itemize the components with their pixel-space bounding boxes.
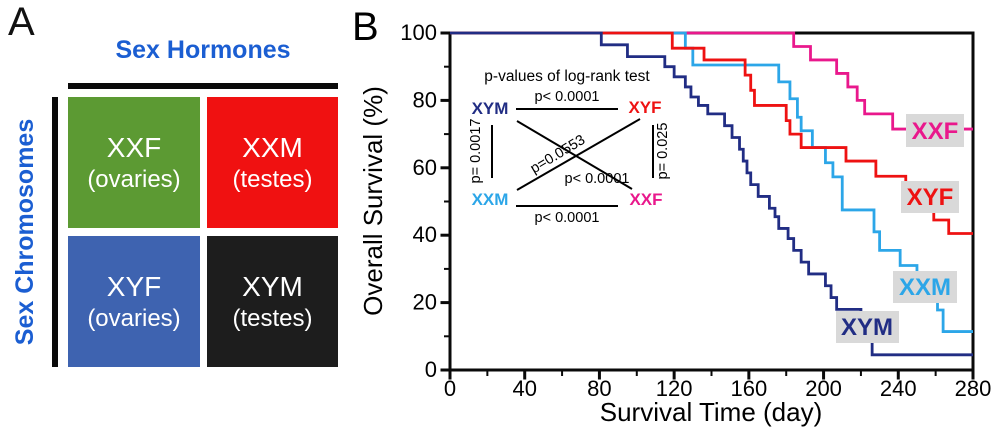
quadrant-title: XYM: [242, 271, 303, 302]
curve-xxf: [450, 31, 973, 131]
xxm-label-box: [893, 271, 957, 303]
curve-xym: [450, 31, 973, 357]
inset-node-xxf: XXF: [629, 190, 662, 209]
x-tick-label: 240: [880, 376, 917, 401]
xyf-curve-label: XYF: [907, 184, 954, 211]
xxf-label-box: [906, 114, 964, 147]
xym-label-box: [836, 311, 899, 343]
pvalue-xym-xyf: p< 0.0001: [535, 89, 600, 105]
x-tick-label: 80: [587, 376, 611, 401]
quadrant-subtitle: (ovaries): [87, 305, 181, 332]
edge-xxm-xyf: [516, 118, 641, 191]
quadrant-xyf-ovaries: XYF (ovaries): [68, 236, 200, 367]
quadrant-subtitle: (testes): [232, 166, 313, 193]
panel-a: A Sex Hormones Sex Chromosomes XXF (ovar…: [0, 0, 345, 434]
xym-curve-label: XYM: [841, 314, 893, 341]
inset-node-xym: XYM: [472, 99, 509, 118]
quadrant-xym-testes: XYM (testes): [207, 236, 338, 367]
hormones-axis-bar: [68, 83, 338, 89]
xyf-label-box: [901, 181, 959, 213]
survival-chart: B 0 40 80 120 160 200 240 280 0 20 40 60 80 100 Survi…: [352, 5, 991, 427]
quadrant-title: XXM: [242, 132, 303, 163]
quadrant-title: XXF: [106, 132, 162, 163]
axis-ticks: 0 40 80 120 160 200 240 280 0 20 40 60 80 100: [400, 20, 991, 401]
y-tick-label: 60: [413, 155, 437, 180]
x-tick-label: 120: [656, 376, 693, 401]
y-tick-label: 80: [413, 87, 437, 112]
pvalue-inset: p-values of log-rank test p< 0.0001 p< 0…: [468, 68, 671, 226]
y-tick-label: 40: [413, 222, 437, 247]
x-tick-label: 160: [730, 376, 767, 401]
quadrant-subtitle: (testes): [232, 305, 313, 332]
x-tick-label: 280: [955, 376, 992, 401]
curve-xyf: [450, 31, 973, 235]
quadrant-subtitle: (ovaries): [87, 166, 181, 193]
x-tick-label: 200: [805, 376, 842, 401]
xxm-curve-label: XXM: [899, 274, 951, 301]
inset-node-xxm: XXM: [472, 190, 509, 209]
pvalue-xym-xxf: p< 0.0001: [565, 171, 630, 187]
panel-a-label: A: [8, 0, 35, 44]
x-axis-title: Survival Time (day): [600, 397, 823, 427]
inset-title: p-values of log-rank test: [484, 68, 650, 85]
edge-xym-xxf: [516, 120, 633, 190]
pvalue-xxm-xxf: p< 0.0001: [535, 210, 600, 226]
chromosomes-axis-bar: [52, 97, 58, 367]
y-tick-label: 0: [425, 357, 437, 382]
sex-hormones-header: Sex Hormones: [115, 36, 291, 64]
y-axis-title: Overall Survival (%): [358, 86, 388, 316]
quadrant-title: XYF: [106, 271, 162, 302]
quadrant-xxf-ovaries: XXF (ovaries): [68, 97, 200, 228]
quadrant-xxm-testes: XXM (testes): [207, 97, 338, 228]
pvalue-xym-xxm: p= 0.0017: [468, 119, 484, 184]
pvalue-xyf-xxf: p= 0.025: [655, 123, 671, 180]
x-tick-label: 0: [444, 376, 456, 401]
curve-labels: XXF XYF XXM XYM: [836, 114, 964, 343]
y-tick-label: 100: [400, 20, 437, 45]
sex-chromosomes-header: Sex Chromosomes: [11, 118, 39, 346]
y-tick-label: 20: [413, 290, 437, 315]
x-tick-label: 40: [512, 376, 536, 401]
xxf-curve-label: XXF: [912, 118, 959, 145]
inset-node-xyf: XYF: [628, 98, 661, 117]
panel-b-label: B: [352, 5, 379, 49]
